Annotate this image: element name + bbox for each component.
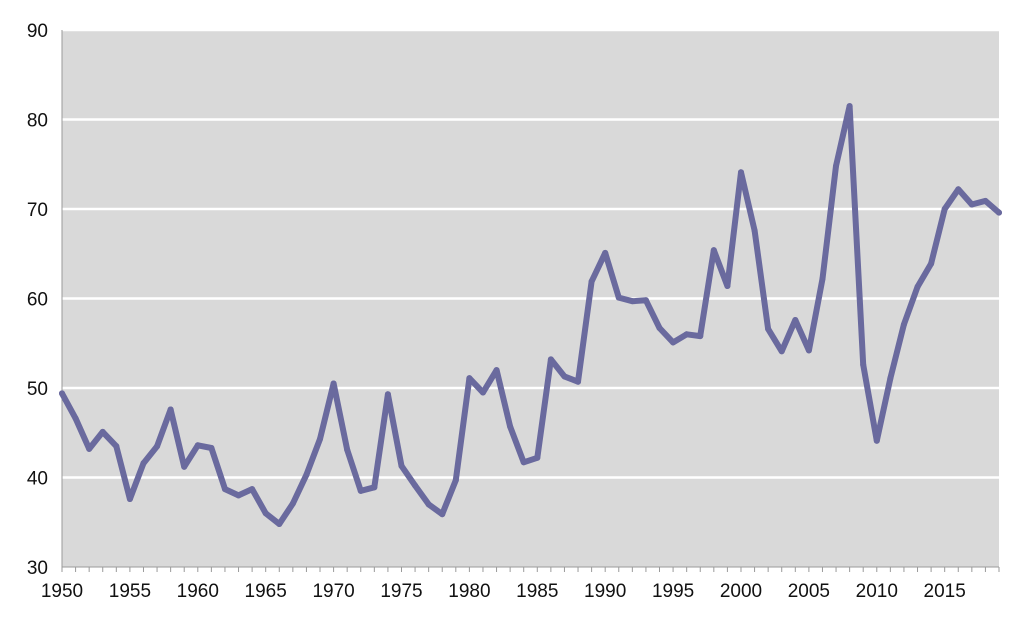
data-point xyxy=(384,391,391,398)
data-point xyxy=(737,169,744,176)
x-tick-label: 1985 xyxy=(516,581,558,602)
data-point xyxy=(778,348,785,355)
data-point xyxy=(710,247,717,254)
data-point xyxy=(751,227,758,234)
data-point xyxy=(534,454,541,461)
x-tick-label: 1995 xyxy=(652,581,694,602)
y-tick-label: 80 xyxy=(27,111,48,132)
data-point xyxy=(126,495,133,502)
x-tick-label: 1960 xyxy=(177,581,219,602)
x-tick-label: 1965 xyxy=(245,581,287,602)
data-point xyxy=(833,163,840,170)
x-tick-label: 2015 xyxy=(924,581,966,602)
data-point xyxy=(425,501,432,508)
data-point xyxy=(208,444,215,451)
data-point xyxy=(412,482,419,489)
data-point xyxy=(507,423,514,430)
data-point xyxy=(249,486,256,493)
x-tick-label: 1975 xyxy=(380,581,422,602)
data-point xyxy=(262,510,269,517)
data-point xyxy=(860,361,867,368)
data-points xyxy=(59,103,1002,528)
data-point xyxy=(86,445,93,452)
data-point xyxy=(805,347,812,354)
data-point xyxy=(656,325,663,332)
series-line xyxy=(59,103,1002,527)
data-point xyxy=(561,373,568,380)
x-tick-label: 1955 xyxy=(109,581,151,602)
data-point xyxy=(547,356,554,363)
data-point xyxy=(493,367,500,374)
x-tick-label: 1970 xyxy=(312,581,354,602)
x-tick-label: 2005 xyxy=(788,581,830,602)
data-point xyxy=(982,197,989,204)
data-point xyxy=(235,492,242,499)
data-point xyxy=(113,443,120,450)
x-tick-label: 2000 xyxy=(720,581,762,602)
data-point xyxy=(181,463,188,470)
data-point xyxy=(99,428,106,435)
x-tick-label: 1980 xyxy=(448,581,490,602)
y-tick-label: 40 xyxy=(27,469,48,490)
data-point xyxy=(629,298,636,305)
y-tick-label: 50 xyxy=(27,379,48,400)
x-tick-label: 2010 xyxy=(856,581,898,602)
data-point xyxy=(479,389,486,396)
data-point xyxy=(439,511,446,518)
data-point xyxy=(575,378,582,385)
data-point xyxy=(887,375,894,382)
data-point xyxy=(683,331,690,338)
data-point xyxy=(194,442,201,449)
data-point xyxy=(221,486,228,493)
data-point xyxy=(873,437,880,444)
data-point xyxy=(357,487,364,494)
data-point xyxy=(72,415,79,422)
data-point xyxy=(520,459,527,466)
data-point xyxy=(670,339,677,346)
data-point xyxy=(792,316,799,323)
data-point xyxy=(642,297,649,304)
data-point xyxy=(317,436,324,443)
data-point xyxy=(466,375,473,382)
data-point xyxy=(996,209,1002,216)
y-tick-label: 90 xyxy=(27,21,48,42)
data-point xyxy=(167,406,174,413)
data-point xyxy=(955,186,962,193)
data-point xyxy=(602,249,609,256)
data-point xyxy=(59,390,65,397)
data-point xyxy=(914,283,921,290)
y-tick-label: 30 xyxy=(27,558,48,579)
data-point xyxy=(819,275,826,282)
data-point xyxy=(588,278,595,285)
x-tick-label: 1990 xyxy=(584,581,626,602)
data-point xyxy=(330,380,337,387)
y-tick-label: 60 xyxy=(27,290,48,311)
data-point xyxy=(941,206,948,212)
y-axis: 30 40 50 60 70 80 90 xyxy=(27,21,63,579)
data-point xyxy=(276,521,283,528)
x-tick-label: 1950 xyxy=(41,581,83,602)
data-point xyxy=(846,103,853,110)
data-point xyxy=(303,471,310,478)
data-point xyxy=(900,321,907,328)
data-point xyxy=(371,484,378,491)
data-point xyxy=(697,333,704,340)
data-point xyxy=(615,294,622,301)
data-point xyxy=(154,443,161,450)
data-point xyxy=(452,477,459,484)
y-tick-label: 70 xyxy=(27,200,48,221)
data-point xyxy=(344,446,351,453)
data-point xyxy=(289,500,296,507)
data-point xyxy=(724,282,731,289)
data-point xyxy=(140,460,147,467)
data-point xyxy=(928,260,935,267)
data-point xyxy=(398,462,405,469)
data-point xyxy=(968,201,975,208)
data-point xyxy=(765,325,772,332)
x-axis: 1950 1955 1960 1965 1970 1975 1980 1985 1990 1995… xyxy=(41,566,1000,602)
